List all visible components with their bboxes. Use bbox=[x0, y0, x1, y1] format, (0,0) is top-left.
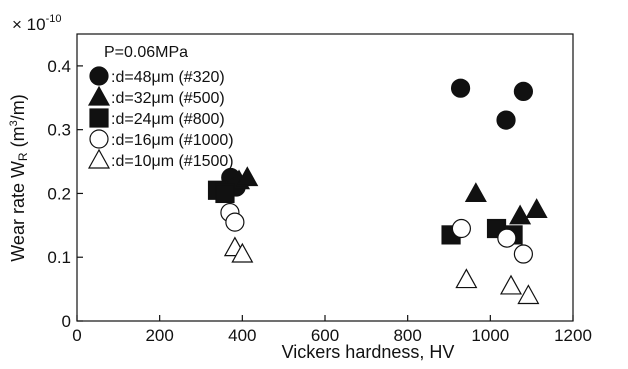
legend-marker-1 bbox=[89, 66, 109, 86]
legend-label-4: :d=16μm (#1000) bbox=[111, 132, 234, 149]
y-tick-label: 0 bbox=[62, 312, 71, 331]
data-marks bbox=[207, 78, 548, 305]
legend-annotation: P=0.06MPa bbox=[104, 44, 188, 61]
ticks: 0 200 400 600 800 1000 1200 0 0.1 0.2 0.3 0.4 bbox=[47, 57, 592, 345]
legend-label-5: :d=10μm (#1500) bbox=[111, 153, 234, 170]
y-tick-label: 0.3 bbox=[47, 121, 71, 140]
x-tick-label: 200 bbox=[145, 326, 173, 345]
data-point-series-4 bbox=[497, 228, 517, 248]
data-point-series-1 bbox=[496, 110, 516, 130]
plot-area: 0 200 400 600 800 1000 1200 0 0.1 0.2 0.3 0.4 bbox=[47, 33, 592, 345]
legend: P=0.06MPa :d=48μm (#320) :d=32μm (#500) :d… bbox=[87, 44, 234, 170]
x-tick-label: 800 bbox=[393, 326, 421, 345]
data-point-series-5 bbox=[517, 284, 540, 305]
legend-marker-2 bbox=[87, 85, 111, 106]
y-tick-label: 0.2 bbox=[47, 184, 71, 203]
data-point-series-2 bbox=[464, 182, 487, 203]
data-point-series-4 bbox=[513, 244, 534, 264]
legend-label-2: :d=32μm (#500) bbox=[111, 90, 225, 107]
legend-label-3: :d=24μm (#800) bbox=[111, 111, 225, 128]
x-tick-label: 600 bbox=[311, 326, 339, 345]
y-axis-label-main: Wear rate W bbox=[8, 161, 28, 262]
y-axis-label: Wear rate WR (m3/m) bbox=[8, 94, 30, 261]
y-axis-label-unit-sup: 3 bbox=[8, 120, 20, 126]
data-point-series-2 bbox=[509, 204, 532, 225]
data-point-series-5 bbox=[499, 274, 523, 295]
y-multiplier-base: × 10 bbox=[12, 15, 46, 34]
x-tick-label: 1200 bbox=[554, 326, 592, 345]
data-point-series-4 bbox=[225, 212, 245, 232]
x-tick-label: 1000 bbox=[471, 326, 509, 345]
y-axis-label-unit-close: /m) bbox=[8, 94, 28, 120]
legend-label-1: :d=48μm (#320) bbox=[111, 69, 225, 86]
y-axis-label-subscript: R bbox=[16, 152, 30, 161]
y-multiplier-exponent: -10 bbox=[46, 13, 62, 25]
y-tick-label: 0.1 bbox=[47, 248, 71, 267]
legend-marker-4 bbox=[89, 129, 109, 149]
x-tick-label: 0 bbox=[72, 326, 81, 345]
data-point-series-5 bbox=[455, 268, 478, 289]
data-point-series-2 bbox=[236, 166, 259, 187]
data-point-series-1 bbox=[450, 78, 471, 98]
legend-marker-5 bbox=[87, 148, 111, 169]
x-axis-label: Vickers hardness, HV bbox=[282, 342, 455, 362]
data-point-series-3 bbox=[215, 183, 235, 204]
y-axis-label-unit-open: (m bbox=[8, 126, 28, 152]
y-tick-label: 0.4 bbox=[47, 57, 71, 76]
data-point-series-4 bbox=[451, 218, 471, 239]
data-point-series-1 bbox=[513, 81, 534, 102]
x-tick-label: 400 bbox=[228, 326, 256, 345]
legend-marker-3 bbox=[89, 108, 109, 128]
data-point-series-5 bbox=[231, 242, 254, 263]
data-point-series-2 bbox=[525, 198, 548, 218]
y-multiplier: × 10-10 bbox=[12, 13, 61, 34]
